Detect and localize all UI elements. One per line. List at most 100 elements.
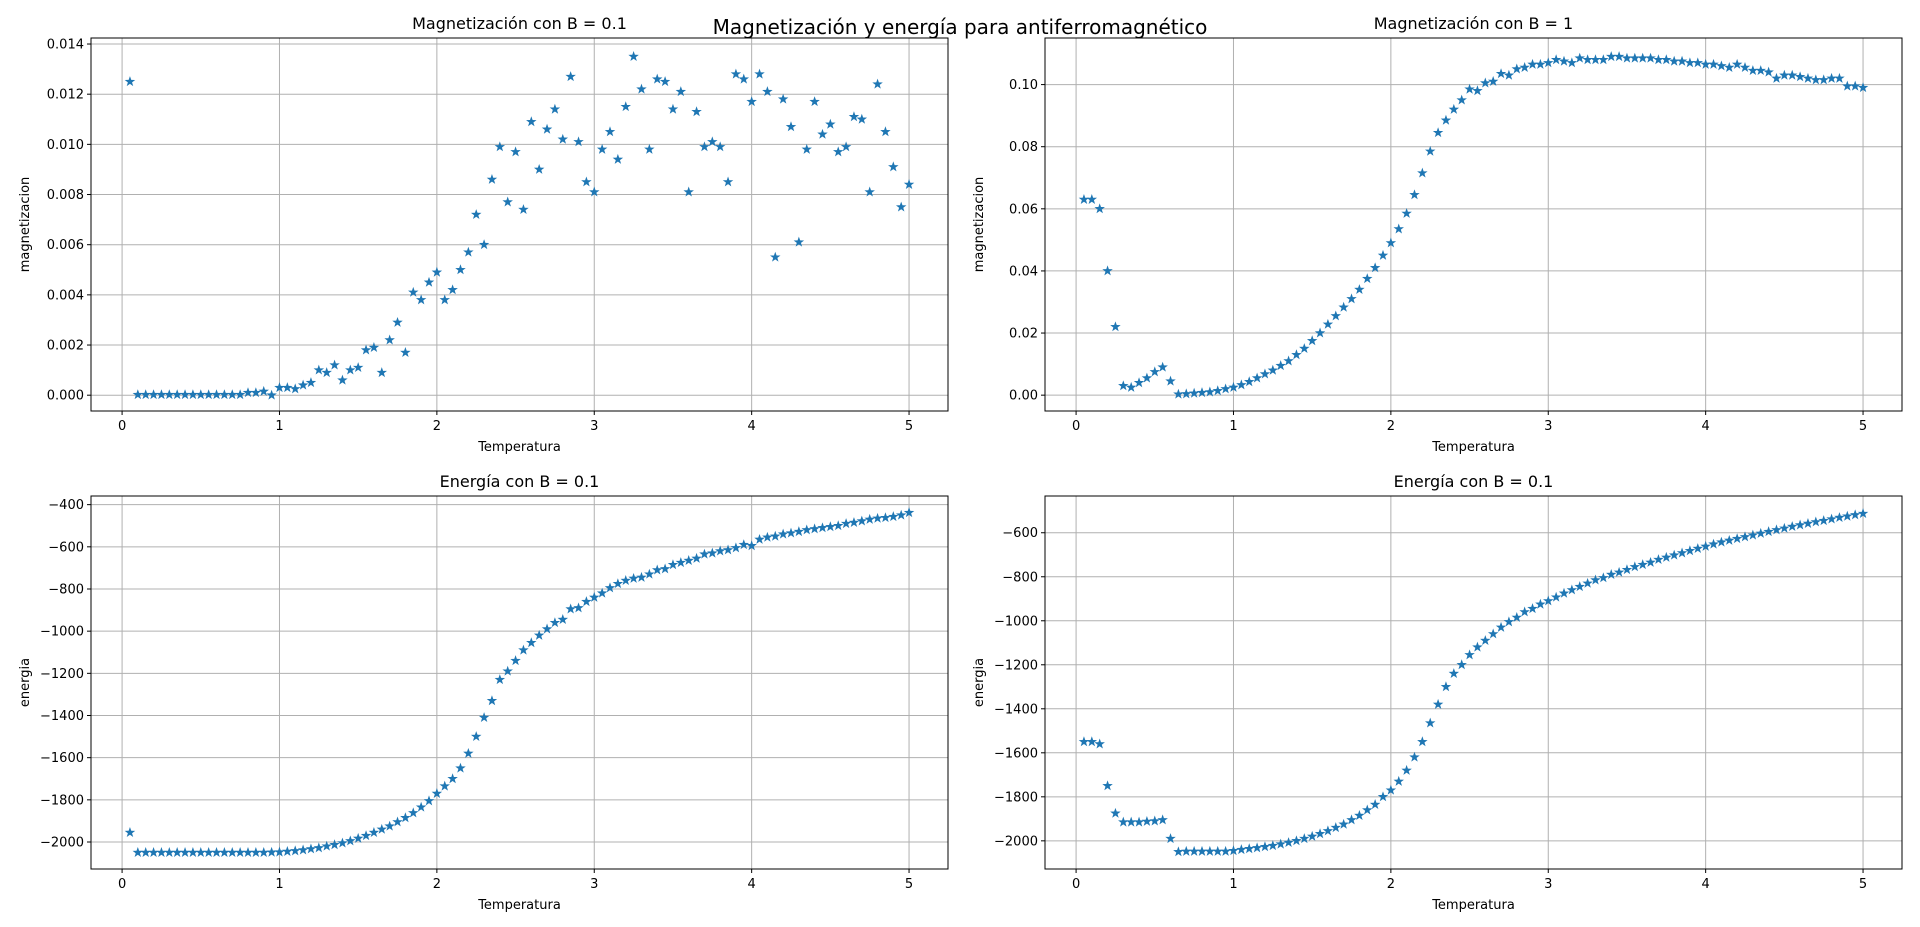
x-tick-label: 5 [1859,419,1867,434]
data-point [1322,318,1334,329]
y-tick-label: −600 [48,540,84,555]
data-point [770,251,781,262]
data-point [258,847,269,857]
data-point [628,51,639,62]
data-point [1598,572,1609,583]
data-point [1220,845,1231,856]
data-point [140,389,151,400]
data-point [1362,804,1373,815]
data-point [415,294,427,305]
data-point [1582,577,1593,588]
data-point [227,847,238,857]
data-point [1629,561,1641,572]
x-tick-label: 3 [590,877,598,892]
data-point [1243,843,1255,854]
data-point [1613,566,1625,577]
data-point [1236,844,1247,855]
data-point [1786,521,1798,532]
data-point [156,389,167,400]
axes-frame [90,37,949,412]
data-point [227,389,238,400]
y-tick-label: −600 [1002,526,1038,541]
data-point [392,816,403,827]
data-point [1543,595,1554,606]
y-tick-label: 0.02 [1009,327,1038,342]
data-point [1173,388,1184,399]
data-point [384,334,395,345]
data-point [1314,327,1326,338]
data-point [730,68,742,79]
data-point [502,665,513,676]
data-point [1842,510,1853,521]
data-point [282,382,293,393]
data-point [305,377,317,388]
data-point [1181,388,1192,399]
data-point [242,847,254,857]
data-point [439,294,450,305]
data-point [1637,52,1648,63]
data-point [1590,54,1601,65]
data-point [903,507,915,518]
data-point [1306,830,1318,841]
data-point [1267,840,1279,851]
data-point [1102,265,1113,276]
data-point [376,823,388,834]
data-point [1432,698,1444,709]
data-point [250,847,262,857]
x-tick-label: 1 [1229,877,1237,892]
data-point [478,239,490,250]
x-axis-label: Temperatura [477,898,561,913]
x-tick-label: 2 [1387,419,1395,434]
data-point [1763,526,1774,537]
data-point [203,389,214,400]
data-point [1794,519,1806,530]
data-point [1708,538,1719,549]
data-point [447,773,458,784]
x-tick-label: 2 [1387,877,1395,892]
data-point [250,387,262,398]
data-point [1456,94,1467,105]
data-point [1251,372,1263,383]
data-point [1204,386,1216,397]
data-point [589,591,600,602]
x-tick-label: 5 [1859,877,1867,892]
data-point [722,176,734,187]
data-point [360,344,372,355]
data-point [856,515,868,526]
data-point [840,518,852,529]
x-tick-label: 2 [433,419,441,434]
data-point [1196,387,1208,398]
data-point [1385,237,1397,248]
data-point [510,655,521,666]
data-point [1700,58,1711,69]
data-point [258,385,269,396]
data-point [1582,54,1593,65]
axes-frame [1044,37,1903,412]
data-point [1110,807,1121,818]
data-point [148,847,159,857]
data-point [518,644,529,655]
data-point [203,847,214,857]
data-point [392,316,403,327]
data-point [156,847,167,857]
data-point [274,382,285,393]
data-point [478,712,490,723]
data-point [707,136,718,147]
subplot: 0 1 2 3 4 5 −2000 −1800 −1600 −1400 −1200 −1000 −800… [972,472,1903,913]
data-point [1849,80,1861,91]
data-point [1527,603,1538,614]
data-point [1472,641,1483,652]
data-point [1779,522,1790,533]
data-point [187,847,199,857]
data-point [1621,564,1633,575]
data-point [1661,54,1672,65]
data-point [888,511,899,522]
data-point [345,364,356,375]
data-point [533,629,545,640]
data-point [1464,649,1475,660]
data-point [1739,62,1751,72]
data-point [140,847,151,857]
data-point [1495,621,1507,632]
y-tick-label: −800 [48,582,84,597]
data-point [1448,668,1460,679]
